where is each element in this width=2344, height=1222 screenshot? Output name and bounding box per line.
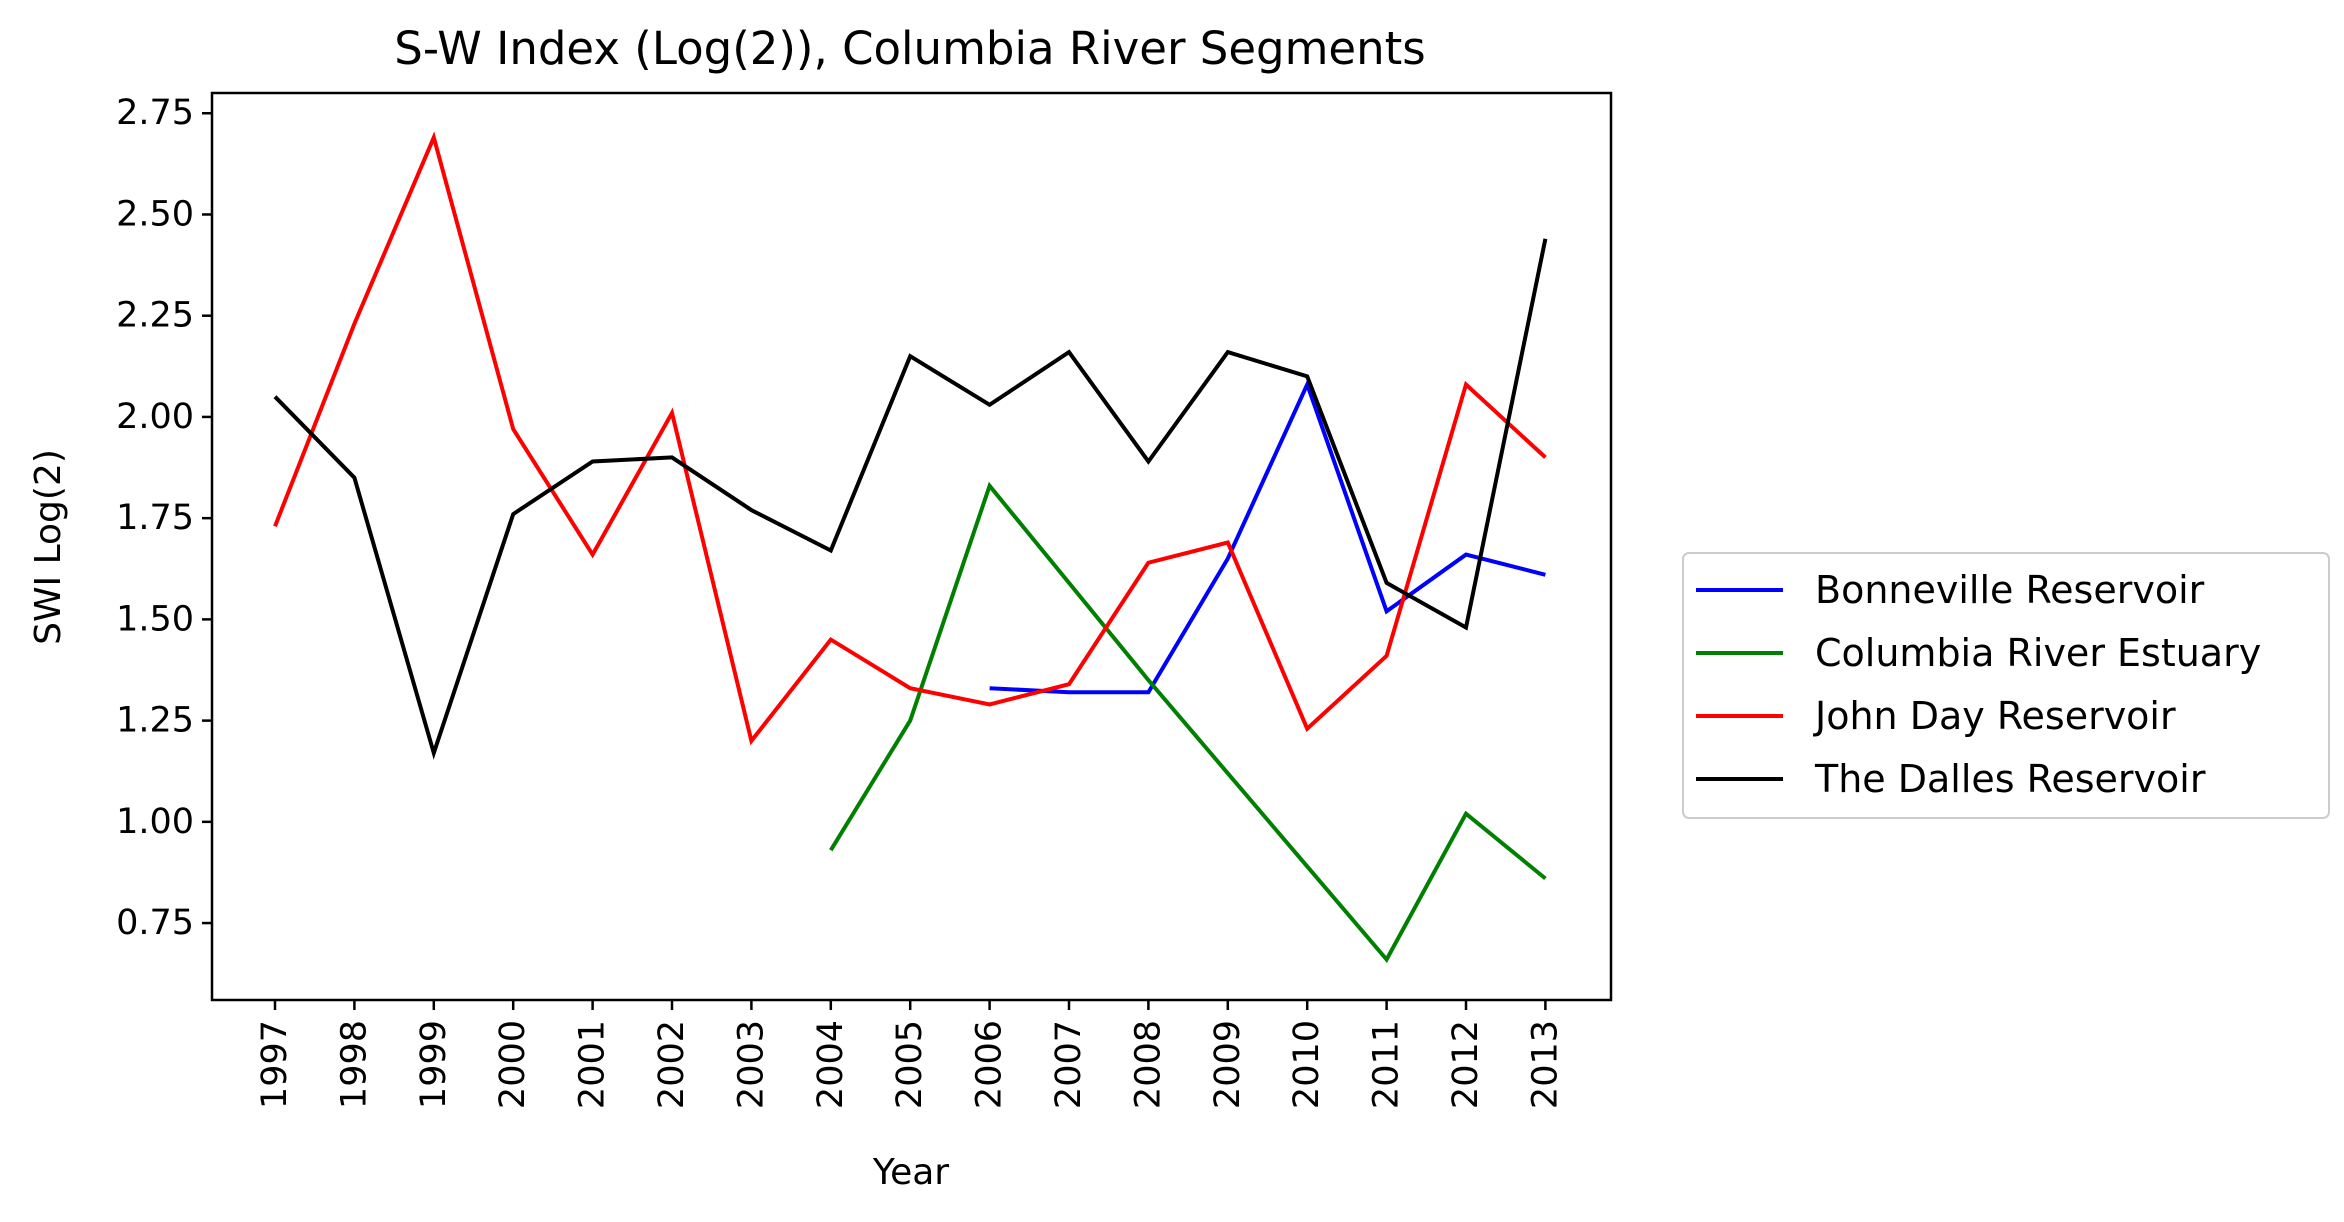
x-tick-label: 2001	[573, 1020, 613, 1109]
plot-frame	[210, 91, 1613, 1002]
x-tick-label: 2012	[1446, 1020, 1486, 1109]
series-line-bonneville-reservoir	[989, 379, 1546, 695]
x-tick-label: 1997	[255, 1020, 295, 1109]
y-tick-label: 2.50	[116, 194, 194, 234]
plot-area	[210, 91, 1613, 1002]
x-tick-label: 2003	[731, 1020, 771, 1109]
x-tick-label: 2000	[493, 1020, 533, 1109]
series-line-columbia-river-estuary	[829, 481, 1547, 964]
x-tick-label: 2007	[1049, 1020, 1089, 1109]
x-tick-label: 2002	[652, 1020, 692, 1109]
legend-label-john-day-reservoir: John Day Reservoir	[1813, 694, 2176, 738]
y-tick-label: 1.75	[116, 498, 194, 538]
legend: Bonneville Reservoir Columbia River Estua…	[1682, 552, 2330, 819]
x-tick-label: 2011	[1367, 1020, 1407, 1109]
y-tick-label: 1.00	[116, 802, 194, 842]
x-axis: 1997 1998 1999 2000 2001 2002 2003 2004 2005 2006…	[255, 1000, 1565, 1109]
series-line-john-day-reservoir	[273, 131, 1547, 746]
legend-label-bonneville-reservoir: Bonneville Reservoir	[1815, 568, 2205, 612]
legend-box	[1682, 552, 2330, 819]
x-tick-label: 2006	[970, 1020, 1010, 1109]
y-axis: 0.75 1.00 1.25 1.50 1.75 2.00 2.25 2.50 2.75	[116, 93, 212, 943]
series-line-the-dalles-reservoir	[273, 238, 1548, 760]
y-tick-label: 1.25	[116, 701, 194, 741]
x-tick-label: 2008	[1128, 1020, 1168, 1109]
legend-label-the-dalles-reservoir: The Dalles Reservoir	[1814, 757, 2206, 801]
y-tick-label: 0.75	[116, 903, 194, 943]
x-tick-label: 2009	[1208, 1020, 1248, 1109]
chart-title: S-W Index (Log(2)), Columbia River Segme…	[394, 22, 1425, 75]
x-tick-label: 1998	[334, 1020, 374, 1109]
x-tick-label: 2013	[1525, 1020, 1565, 1109]
legend-label-columbia-river-estuary: Columbia River Estuary	[1815, 631, 2261, 675]
x-tick-label: 1999	[414, 1020, 454, 1109]
x-tick-label: 2004	[811, 1020, 851, 1109]
series-layer	[273, 131, 1548, 964]
y-tick-label: 2.00	[116, 397, 194, 437]
y-tick-label: 2.25	[116, 296, 194, 336]
y-axis-label: SWI Log(2)	[28, 449, 69, 645]
y-tick-label: 1.50	[116, 599, 194, 639]
y-tick-label: 2.75	[116, 93, 194, 133]
legend-items: Bonneville Reservoir Columbia River Estua…	[1696, 568, 2261, 801]
x-tick-label: 2005	[890, 1020, 930, 1109]
x-axis-label: Year	[872, 1152, 949, 1193]
x-tick-label: 2010	[1287, 1020, 1327, 1109]
